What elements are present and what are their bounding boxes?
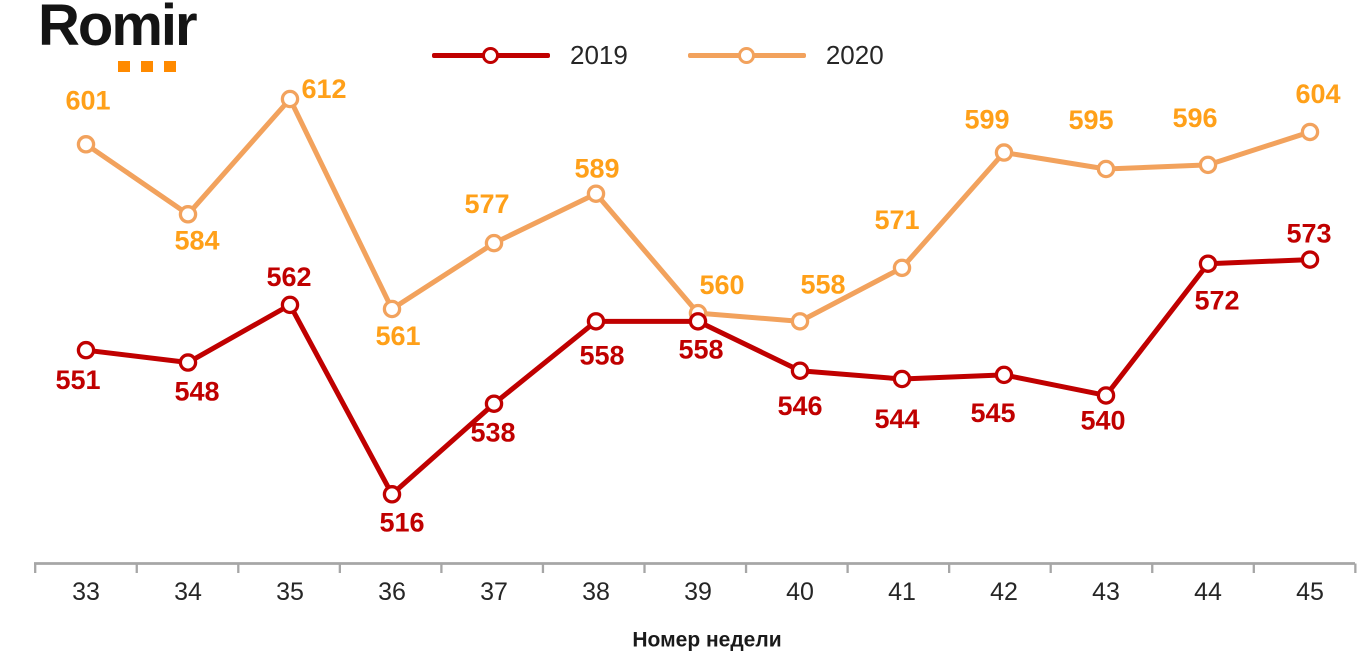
x-tick-label: 41	[888, 578, 916, 606]
data-point-2020	[1300, 122, 1320, 142]
legend-item-2019: 2019	[432, 40, 628, 71]
x-tick-label: 40	[786, 578, 814, 606]
legend-marker-icon	[482, 46, 499, 64]
legend-label-2019: 2019	[570, 40, 628, 70]
data-point-2019	[790, 361, 810, 381]
data-point-2020	[484, 233, 504, 253]
data-label-2019: 551	[55, 365, 100, 395]
legend-marker-icon	[737, 46, 755, 64]
x-tick-label: 39	[684, 578, 712, 606]
data-label-2019: 548	[174, 377, 219, 407]
x-tick-label: 37	[480, 578, 508, 606]
data-point-2019	[688, 312, 708, 331]
x-axis-title: Номер недели	[632, 629, 781, 652]
data-label-2020: 571	[874, 205, 919, 235]
data-label-2020: 589	[574, 154, 619, 184]
x-tick-label: 36	[378, 578, 406, 606]
data-point-2019	[382, 485, 402, 504]
data-label-2020: 560	[699, 270, 744, 300]
data-point-2019	[76, 340, 96, 360]
data-point-2019	[1300, 250, 1320, 269]
x-tick-label: 43	[1092, 578, 1120, 606]
chart-legend: 2019 2020	[432, 40, 884, 71]
data-point-2020	[790, 312, 810, 331]
x-tick-label: 35	[276, 578, 304, 606]
x-tick-label: 33	[72, 578, 100, 606]
data-point-2019	[280, 295, 300, 315]
romir-logo-text: Romir	[38, 0, 198, 58]
legend-line-swatch-2020	[687, 46, 806, 64]
romir-logo: Romir	[38, 0, 258, 76]
x-tick-label: 38	[582, 578, 610, 606]
data-point-2019	[892, 369, 912, 389]
data-label-2020: 561	[375, 321, 420, 351]
series-line-2019	[83, 257, 1313, 497]
data-label-2019: 558	[579, 340, 624, 370]
data-label-2020: 612	[301, 74, 346, 104]
data-point-2020	[76, 135, 96, 154]
x-tick-label: 42	[990, 578, 1018, 606]
data-label-2019: 540	[1080, 405, 1125, 435]
data-point-2020	[1198, 155, 1218, 175]
data-label-2019: 538	[470, 418, 515, 448]
data-label-2020: 604	[1295, 79, 1340, 109]
data-point-2020	[382, 299, 402, 319]
data-label-2020: 601	[65, 85, 110, 115]
data-label-2019: 546	[777, 391, 822, 421]
data-point-2020	[586, 184, 606, 203]
data-label-2020: 577	[464, 189, 509, 219]
x-tick-label: 44	[1194, 578, 1222, 606]
data-label-2020: 596	[1172, 103, 1217, 133]
data-label-2019: 573	[1286, 219, 1331, 249]
legend-line-swatch-2019	[432, 46, 550, 64]
data-point-2019	[178, 353, 198, 372]
data-label-2020: 584	[174, 225, 219, 255]
data-label-2019: 516	[379, 507, 424, 537]
data-label-2019: 544	[874, 404, 919, 434]
data-point-2020	[178, 205, 198, 224]
data-point-2019	[586, 312, 606, 331]
data-point-2019	[1096, 386, 1116, 405]
data-label-2019: 545	[970, 398, 1015, 428]
legend-label-2020: 2020	[825, 40, 884, 70]
romir-logo-dot	[118, 61, 130, 72]
romir-logo-dot	[141, 61, 153, 72]
data-label-2019: 572	[1194, 286, 1239, 316]
data-label-2020: 599	[964, 105, 1009, 135]
data-label-2019: 558	[678, 334, 723, 364]
data-point-2020	[994, 143, 1014, 162]
x-tick-label: 34	[174, 578, 202, 606]
legend-item-2020: 2020	[687, 40, 884, 71]
data-point-2020	[892, 258, 912, 278]
data-point-2019	[1198, 254, 1218, 273]
romir-logo-dot	[164, 61, 176, 72]
data-point-2020	[1096, 159, 1116, 179]
data-label-2020: 595	[1068, 105, 1113, 135]
x-tick-label: 45	[1296, 578, 1324, 606]
data-point-2020	[280, 89, 300, 109]
data-point-2019	[484, 394, 504, 413]
data-point-2019	[994, 365, 1014, 385]
data-label-2020: 558	[800, 269, 845, 299]
data-label-2019: 562	[266, 262, 311, 292]
